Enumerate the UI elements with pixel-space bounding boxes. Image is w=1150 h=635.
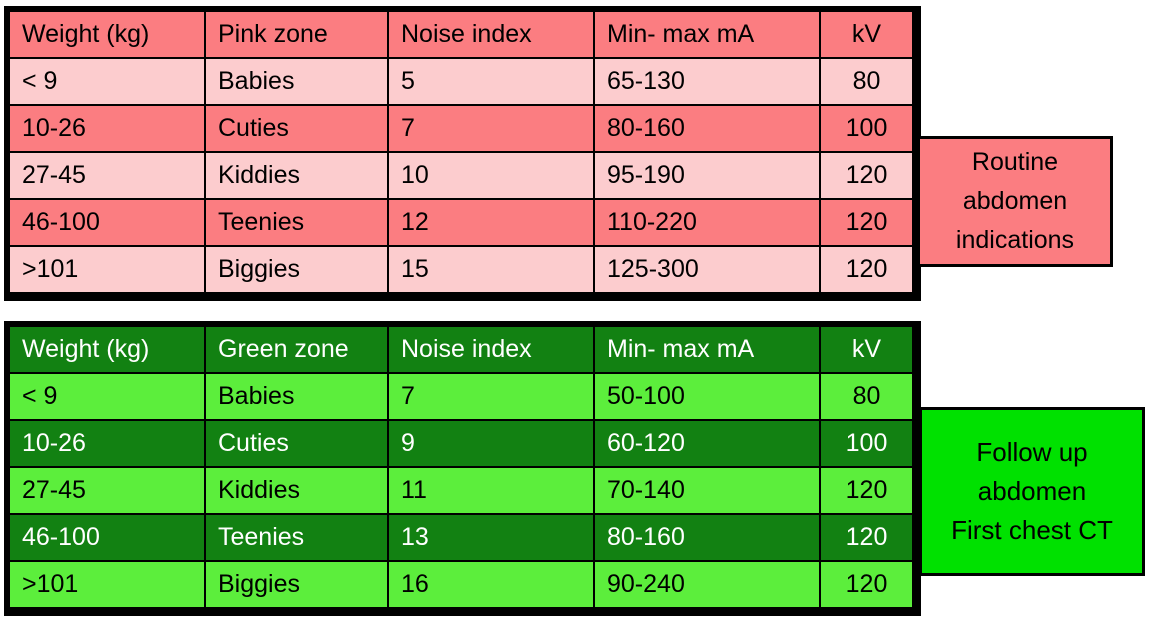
table-cell: 120 <box>819 245 914 294</box>
table-cell: 46-100 <box>8 513 206 562</box>
green-table-header-row: Weight (kg) Green zone Noise index Min- … <box>8 325 914 374</box>
table-cell: 5 <box>387 57 595 106</box>
table-cell: 120 <box>819 151 914 200</box>
table-cell: 27-45 <box>8 466 206 515</box>
table-cell: 120 <box>819 513 914 562</box>
table-cell: 16 <box>387 560 595 609</box>
table-cell: 11 <box>387 466 595 515</box>
table-row-babies: < 9 Babies 7 50-100 80 <box>8 372 914 421</box>
table-cell: 120 <box>819 466 914 515</box>
table-row-babies: < 9 Babies 5 65-130 80 <box>8 57 914 106</box>
table-cell: Biggies <box>204 560 389 609</box>
table-cell: Cuties <box>204 419 389 468</box>
green-zone-table: Weight (kg) Green zone Noise index Min- … <box>4 321 921 616</box>
follow-up-abdomen-callout: Follow up abdomen First chest CT <box>919 407 1145 576</box>
table-cell: < 9 <box>8 372 206 421</box>
table-cell: 60-120 <box>593 419 821 468</box>
table-row-biggies: >101 Biggies 15 125-300 120 <box>8 245 914 294</box>
table-cell: 15 <box>387 245 595 294</box>
table-cell: Kiddies <box>204 466 389 515</box>
table-cell: Babies <box>204 372 389 421</box>
column-header-zone: Green zone <box>204 325 389 374</box>
pink-table-header-row: Weight (kg) Pink zone Noise index Min- m… <box>8 10 914 59</box>
table-cell: Teenies <box>204 513 389 562</box>
green-zone-table-grid: Weight (kg) Green zone Noise index Min- … <box>8 325 914 609</box>
table-cell: 80-160 <box>593 104 821 153</box>
table-cell: 10-26 <box>8 104 206 153</box>
table-cell: 27-45 <box>8 151 206 200</box>
table-cell: 13 <box>387 513 595 562</box>
table-cell: 90-240 <box>593 560 821 609</box>
table-cell: 9 <box>387 419 595 468</box>
column-header-weight: Weight (kg) <box>8 325 206 374</box>
table-row-cuties: 10-26 Cuties 7 80-160 100 <box>8 104 914 153</box>
table-cell: < 9 <box>8 57 206 106</box>
callout-line: indications <box>955 225 1075 254</box>
pink-zone-table-grid: Weight (kg) Pink zone Noise index Min- m… <box>8 10 914 294</box>
callout-line: Routine <box>971 148 1059 177</box>
table-cell: Babies <box>204 57 389 106</box>
table-row-teenies: 46-100 Teenies 12 110-220 120 <box>8 198 914 247</box>
table-row-teenies: 46-100 Teenies 13 80-160 120 <box>8 513 914 562</box>
table-cell: 70-140 <box>593 466 821 515</box>
callout-line: Follow up <box>976 437 1088 467</box>
routine-abdomen-callout: Routine abdomen indications <box>917 136 1113 267</box>
table-row-cuties: 10-26 Cuties 9 60-120 100 <box>8 419 914 468</box>
callout-line: abdomen <box>977 476 1087 506</box>
table-cell: 125-300 <box>593 245 821 294</box>
table-cell: 100 <box>819 104 914 153</box>
pink-zone-table: Weight (kg) Pink zone Noise index Min- m… <box>4 6 921 301</box>
table-row-biggies: >101 Biggies 16 90-240 120 <box>8 560 914 609</box>
column-header-min-max-ma: Min- max mA <box>593 325 821 374</box>
column-header-noise-index: Noise index <box>387 325 595 374</box>
table-row-kiddies: 27-45 Kiddies 11 70-140 120 <box>8 466 914 515</box>
table-cell: 65-130 <box>593 57 821 106</box>
table-cell: 100 <box>819 419 914 468</box>
table-cell: 120 <box>819 560 914 609</box>
column-header-kv: kV <box>819 325 914 374</box>
column-header-min-max-ma: Min- max mA <box>593 10 821 59</box>
table-cell: >101 <box>8 560 206 609</box>
table-cell: 120 <box>819 198 914 247</box>
table-cell: Teenies <box>204 198 389 247</box>
column-header-noise-index: Noise index <box>387 10 595 59</box>
table-cell: 95-190 <box>593 151 821 200</box>
table-cell: 7 <box>387 104 595 153</box>
table-cell: 10 <box>387 151 595 200</box>
column-header-weight: Weight (kg) <box>8 10 206 59</box>
table-cell: 50-100 <box>593 372 821 421</box>
table-cell: >101 <box>8 245 206 294</box>
table-cell: 110-220 <box>593 198 821 247</box>
column-header-kv: kV <box>819 10 914 59</box>
table-cell: 80-160 <box>593 513 821 562</box>
table-cell: Biggies <box>204 245 389 294</box>
table-cell: Kiddies <box>204 151 389 200</box>
table-row-kiddies: 27-45 Kiddies 10 95-190 120 <box>8 151 914 200</box>
column-header-zone: Pink zone <box>204 10 389 59</box>
table-cell: 80 <box>819 372 914 421</box>
table-cell: 12 <box>387 198 595 247</box>
table-cell: 7 <box>387 372 595 421</box>
table-cell: 46-100 <box>8 198 206 247</box>
table-cell: 80 <box>819 57 914 106</box>
callout-line: First chest CT <box>951 515 1113 545</box>
callout-line: abdomen <box>962 187 1068 216</box>
table-cell: 10-26 <box>8 419 206 468</box>
table-cell: Cuties <box>204 104 389 153</box>
